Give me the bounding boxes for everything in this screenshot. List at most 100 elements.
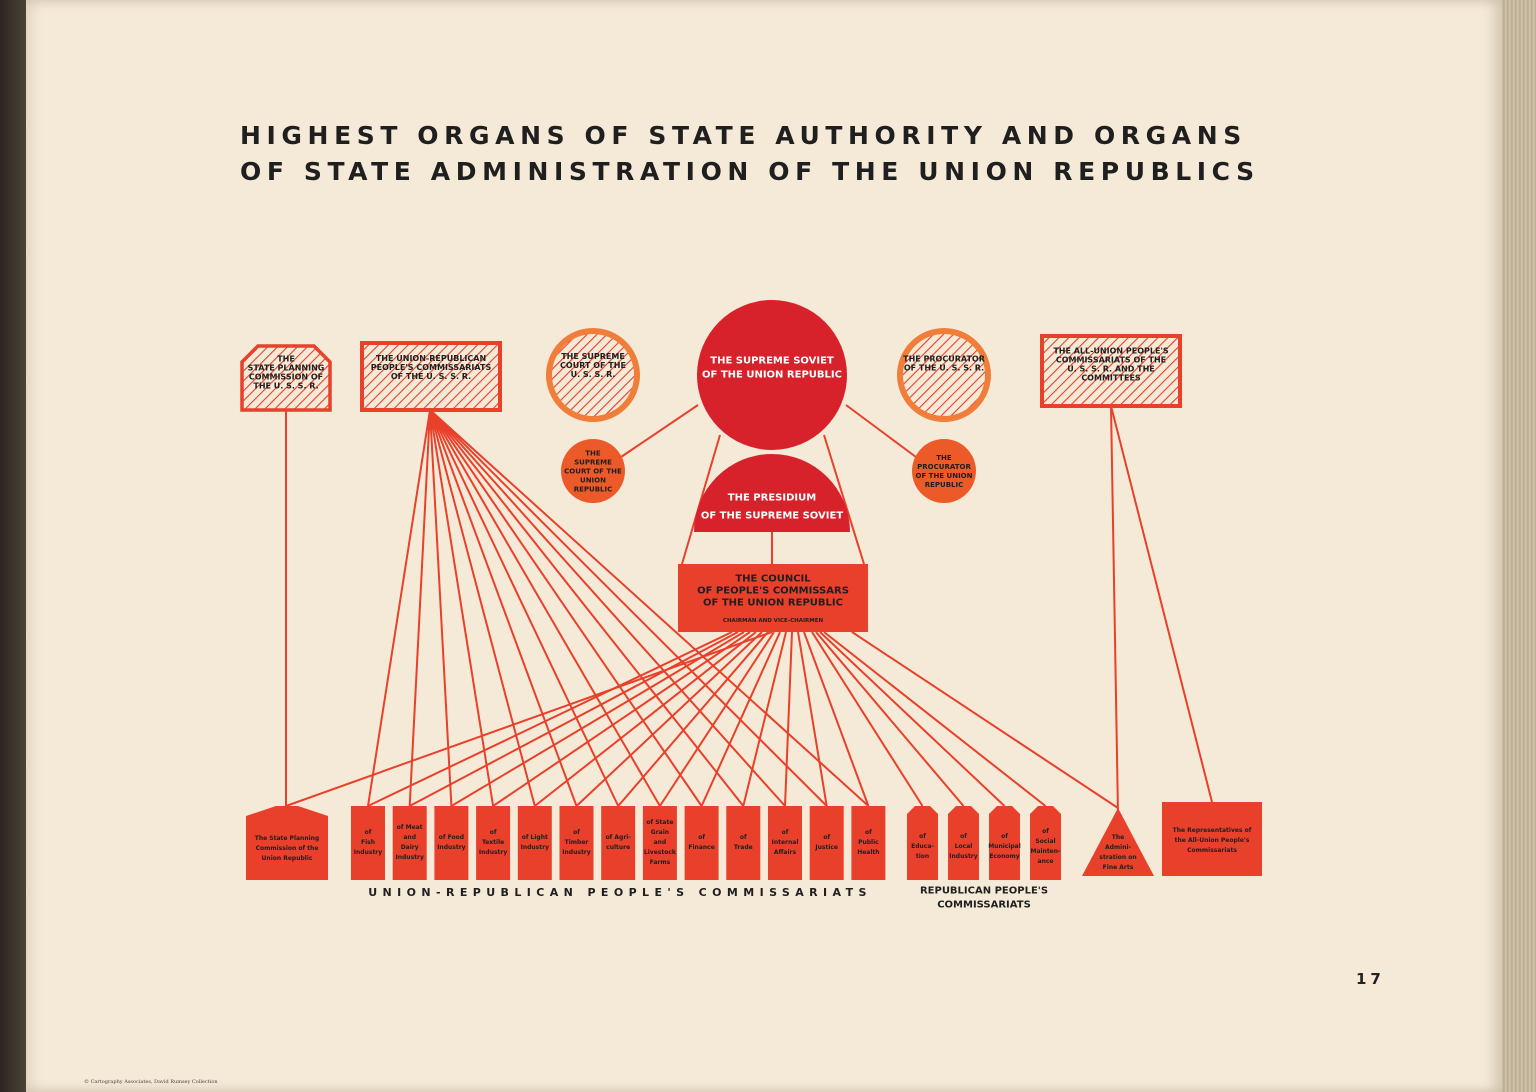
union-republican-commissariat-label: of Timber Industry [562, 829, 590, 856]
ussr-supreme-court-label: THE SUPREME COURT OF THE U. S. S. R. [560, 352, 626, 379]
council-line [784, 631, 793, 807]
republican-group-label: REPUBLICAN PEOPLE'S COMMISSARIATS [920, 886, 1048, 911]
union-republican-commissariat-label: of Light Industry [521, 834, 549, 851]
council-node [678, 564, 868, 632]
presidium-label: THE PRESIDIUM OF THE SUPREME SOVIET [701, 493, 843, 522]
diagram-nodes: THE STATE PLANNING COMMISSION OF THE U. S. … [240, 300, 1262, 911]
fine-arts-label: The Admini-stration on Fine Arts [1099, 834, 1136, 871]
collection-credit: © Cartography Associates, David Rumsey C… [84, 1079, 218, 1085]
council-line [409, 631, 739, 807]
union-republican-commissariat-label: of Textile Industry [479, 829, 507, 856]
republican-commissariat-box [948, 806, 979, 880]
council-line-state-planning [285, 631, 773, 807]
fine-arts-node [1082, 808, 1154, 876]
ussr-state-planning-node [240, 344, 332, 412]
republican-commissariat-label: of Municipal Economy [988, 833, 1021, 860]
republic-supreme-court-label: THE SUPREME COURT OF THE UNION REPUBLIC [564, 449, 622, 493]
union-republican-commissariat-box [351, 806, 385, 880]
council-line [815, 631, 965, 807]
republic-supreme-court-node [561, 439, 625, 503]
union-republican-commissariat-label: of Trade [734, 834, 753, 851]
page-title: HIGHEST ORGANS OF STATE AUTHORITY AND OR… [240, 118, 1300, 190]
ussr-all-union-label: THE ALL-UNION PEOPLE'S COMMISSARIATS OF T… [1053, 346, 1169, 382]
republican-commissariat-label: of Local Industry [949, 833, 977, 860]
soviet-line-procurator [845, 404, 917, 458]
union-republican-commissariat-label: of Fish Industry [354, 829, 382, 856]
soviet-line-council-left [681, 434, 721, 565]
union-republican-commissariat-box [517, 806, 552, 880]
ussr-procurator-label: THE PROCURATOR OF THE U. S. S. R. [903, 354, 985, 372]
union-republican-commissariat-label: of Food Industry [437, 834, 465, 851]
representatives-label: The Representatives of the All-Union Peop… [1173, 827, 1252, 854]
union-republican-commissariat-label: of Agri-culture [606, 834, 632, 851]
union-republican-commissariat-box [684, 806, 719, 880]
republic-procurator-node [912, 439, 976, 503]
all-union-line-representatives [1110, 405, 1213, 803]
fan-line-ussr [429, 409, 536, 807]
all-union-line-fine-arts [1110, 405, 1119, 815]
union-republican-commissariat-label: of Finance [688, 834, 714, 851]
council-line [534, 631, 757, 807]
union-republican-commissariat-box [768, 806, 802, 880]
page-number: 17 [1356, 970, 1385, 988]
supreme-soviet-node [697, 300, 847, 450]
union-republican-commissariat-box [601, 806, 636, 880]
republican-commissariat-box [907, 806, 938, 880]
ussr-union-republican-node [360, 341, 502, 412]
council-line [492, 631, 751, 807]
fan-line-ussr [429, 409, 495, 807]
republican-commissariat-label: of Educa-tion [911, 833, 934, 860]
republic-procurator-label: THE PROCURATOR OF THE UNION REPUBLIC [916, 454, 973, 489]
council-line [803, 631, 870, 807]
union-republican-commissariat-label: of Public Health [857, 829, 879, 856]
ussr-all-union-node [1040, 334, 1182, 408]
union-republican-commissariat-box [642, 806, 677, 880]
union-republican-commissariat-box [726, 806, 761, 880]
council-line [797, 631, 828, 807]
fan-line-ussr [429, 409, 578, 807]
connector-lines [285, 404, 1213, 815]
fan-line-ussr [429, 409, 870, 807]
page-edges [1502, 0, 1536, 1092]
council-line [742, 631, 787, 807]
council-line [617, 631, 769, 807]
council-line-fine-arts [851, 631, 1119, 809]
fan-line-ussr [429, 409, 620, 807]
fan-line-ussr [429, 409, 786, 807]
union-republican-commissariat-box [809, 806, 844, 880]
fan-line-ussr [429, 409, 703, 807]
supreme-soviet-label: THE SUPREME SOVIET OF THE UNION REPUBLIC [702, 356, 842, 381]
council-line [700, 631, 781, 807]
fan-line-ussr [429, 409, 661, 807]
council-line [823, 631, 1047, 807]
council-line [575, 631, 763, 807]
union-republican-commissariat-label: of State Grain and Livestock Farms [644, 819, 677, 866]
republican-commissariat-box [1030, 806, 1061, 880]
republic-state-planning-label: The State Planning Commission of the Union… [255, 835, 319, 862]
fan-line-ussr [429, 409, 453, 807]
council-line [659, 631, 775, 807]
union-republican-group-label: UNION-REPUBLICAN PEOPLE'S COMMISSARIATS [368, 886, 872, 899]
ussr-state-planning-label: THE STATE PLANNING COMMISSION OF THE U. S. … [248, 354, 325, 390]
union-republican-commissariat-box [559, 806, 594, 880]
union-republican-commissariat-box [476, 806, 511, 880]
fan-line-ussr [408, 409, 431, 807]
council-label: THE COUNCIL OF PEOPLE'S COMMISSARS OF THE … [697, 574, 849, 609]
ussr-supreme-court-node [546, 328, 640, 422]
representatives-node [1162, 802, 1262, 876]
title-line-2: OF STATE ADMINISTRATION OF THE UNION REP… [240, 157, 1260, 186]
fan-line-ussr [429, 409, 828, 807]
ussr-procurator-node [897, 328, 991, 422]
union-republican-commissariat-box [392, 806, 427, 880]
republic-state-planning-node [246, 806, 328, 880]
book-binding [0, 0, 26, 1092]
soviet-line-council-right [823, 434, 865, 565]
council-line [367, 631, 733, 807]
union-republican-commissariat-label: of Internal Affairs [772, 829, 799, 856]
council-line [450, 631, 745, 807]
council-line [811, 631, 924, 807]
fan-line-ussr [367, 409, 431, 807]
soviet-line-court [620, 404, 699, 458]
council-line [819, 631, 1006, 807]
